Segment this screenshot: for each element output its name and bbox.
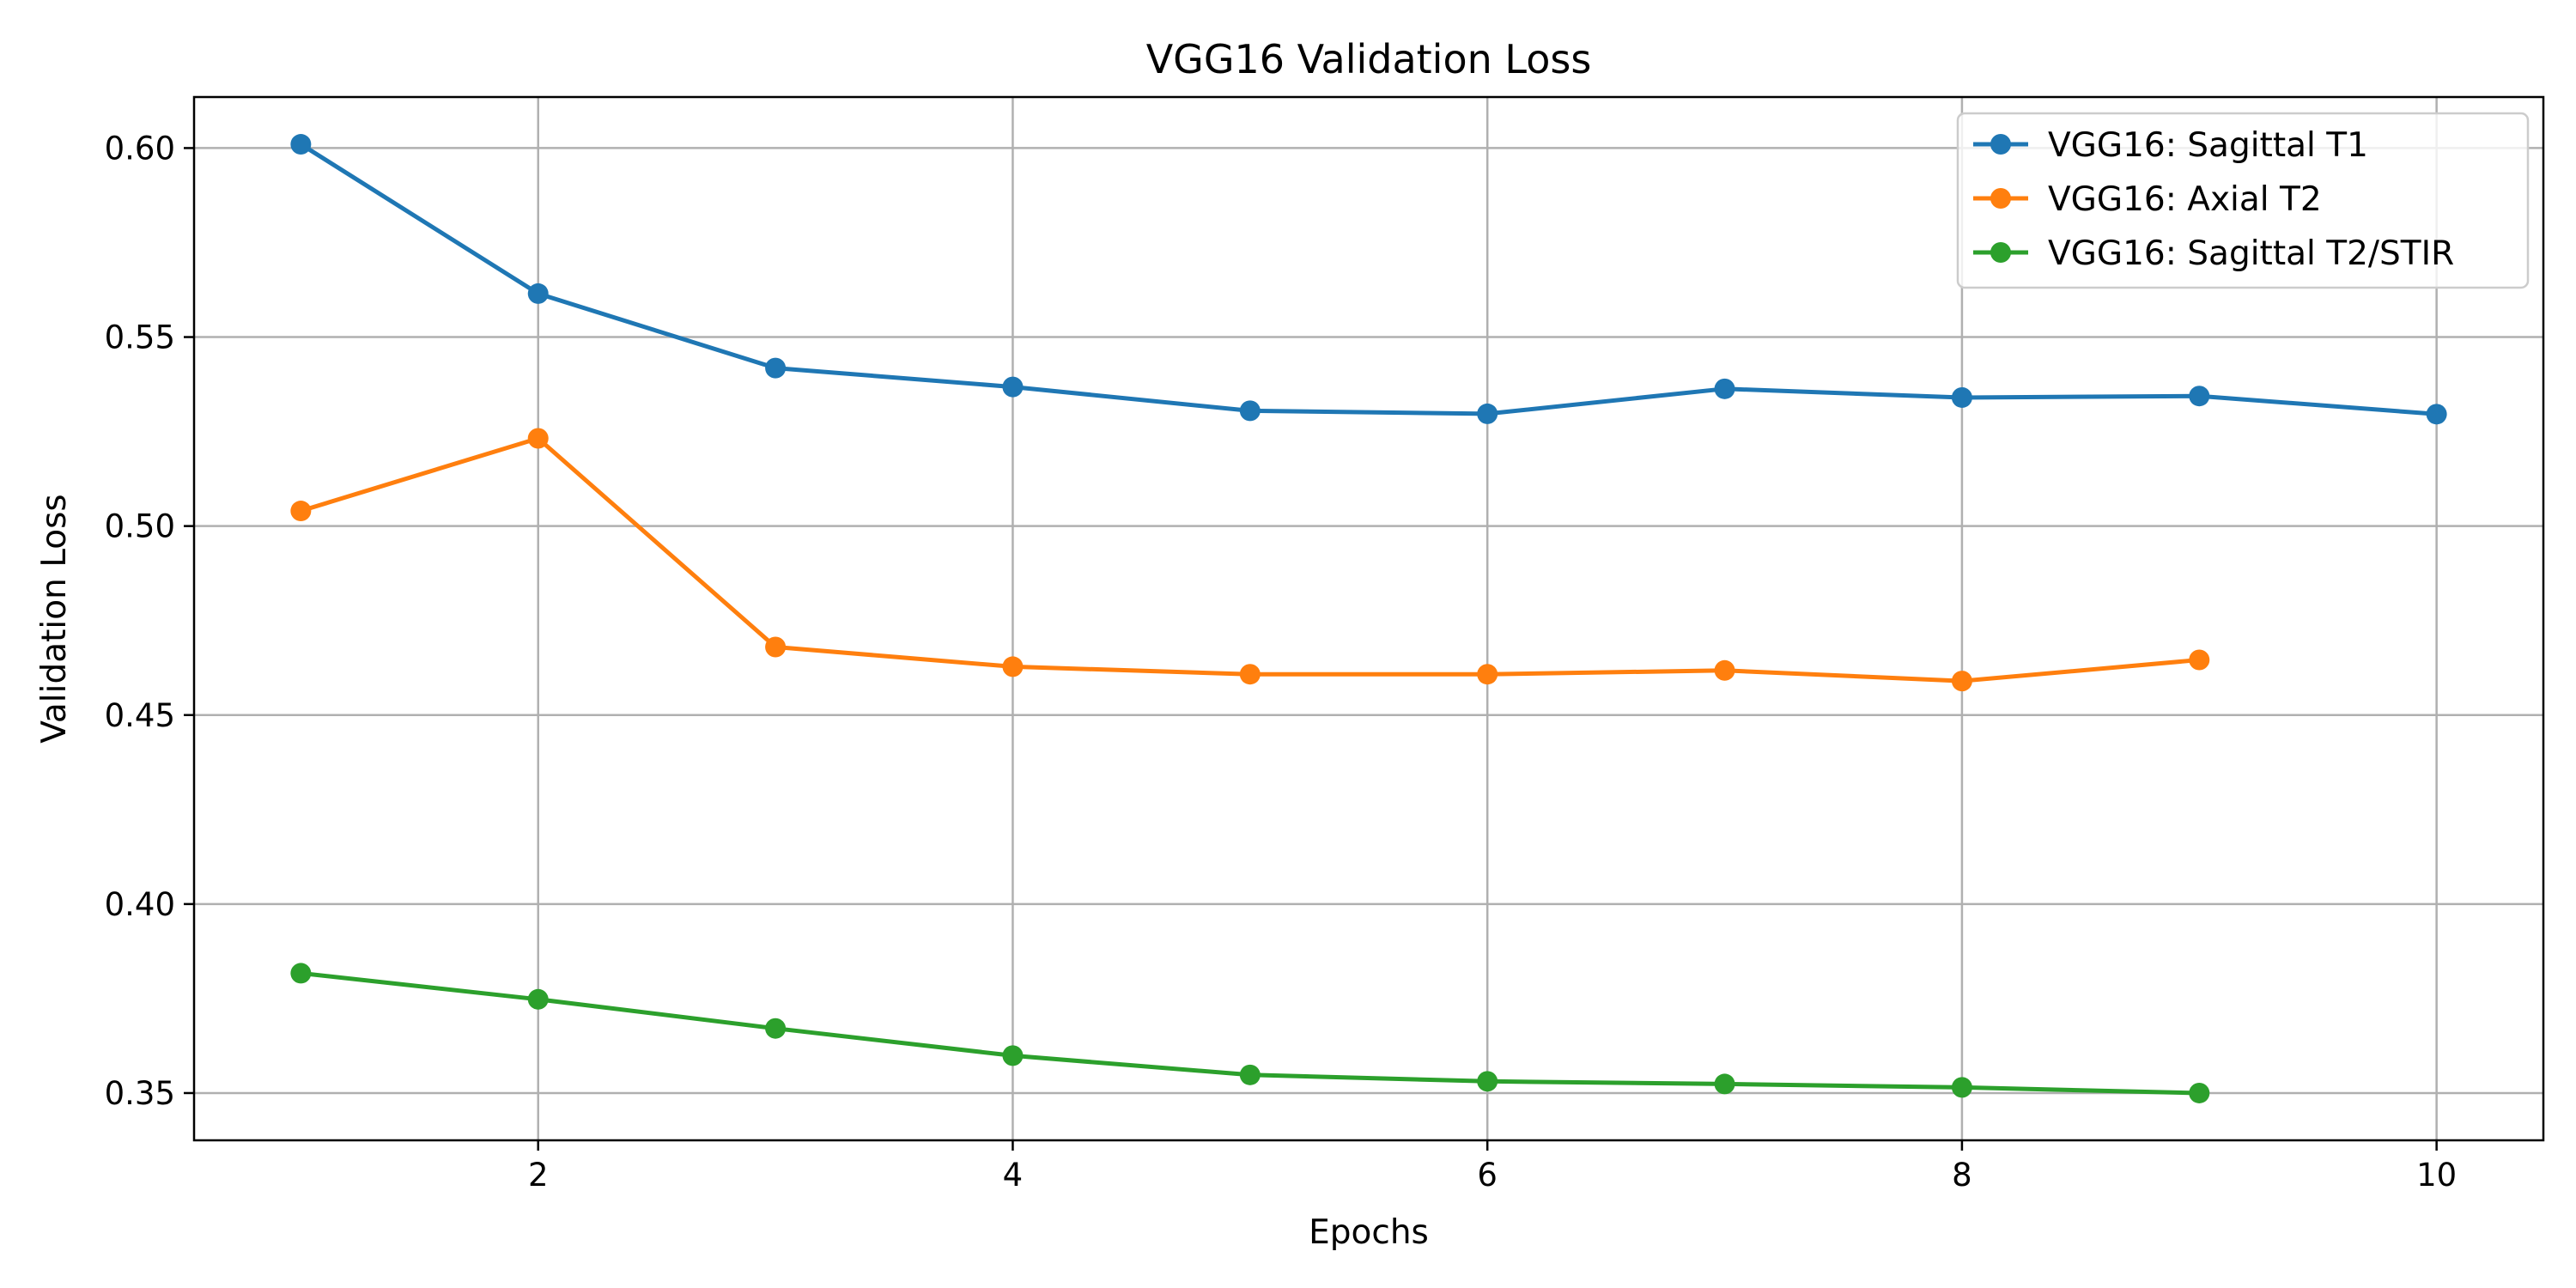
data-point: [1477, 664, 1498, 685]
legend-marker: [1990, 134, 2011, 155]
y-tick-label: 0.40: [105, 886, 175, 923]
chart-title: VGG16 Validation Loss: [1146, 36, 1592, 82]
data-point: [2426, 404, 2447, 425]
data-point: [1002, 1045, 1024, 1066]
series-line: [300, 142, 2437, 416]
legend-label: VGG16: Sagittal T1: [2048, 126, 2368, 165]
legend-item: VGG16: Axial T2: [1973, 180, 2322, 219]
data-point: [1477, 1071, 1498, 1092]
data-point: [1714, 1073, 1735, 1095]
data-point: [290, 963, 312, 984]
legend-label: VGG16: Sagittal T2/STIR: [2048, 234, 2454, 273]
data-point: [1951, 386, 1972, 408]
plot-frame: [192, 95, 2545, 1142]
x-tick-label: 10: [2416, 1157, 2457, 1194]
series-line: [300, 436, 2200, 683]
data-point: [765, 357, 787, 379]
data-point: [1239, 664, 1261, 685]
data-point: [527, 283, 549, 304]
x-axis-label: Epochs: [1309, 1213, 1429, 1252]
legend-label: VGG16: Axial T2: [2048, 180, 2322, 219]
data-point: [1477, 403, 1498, 424]
y-tick-label: 0.50: [105, 508, 175, 545]
data-point: [527, 428, 549, 449]
data-point: [1714, 378, 1735, 399]
y-tick-label: 0.60: [105, 130, 175, 167]
data-point: [290, 501, 312, 522]
axis-ticks: 2 4 6 8 10 0.35 0.40 0.45 0.50 0.55 0.60: [105, 130, 2458, 1194]
x-tick-label: 6: [1477, 1157, 1498, 1194]
data-point: [765, 636, 787, 658]
series-1: [290, 428, 2210, 692]
series-2: [290, 963, 2210, 1103]
data-point: [1951, 1077, 1972, 1098]
legend-marker: [1990, 188, 2011, 209]
y-axis-label: Validation Loss: [35, 494, 74, 744]
x-tick-label: 8: [1952, 1157, 1972, 1194]
data-point: [290, 134, 312, 155]
series-0: [290, 134, 2447, 425]
y-tick-label: 0.55: [105, 319, 175, 356]
data-point: [2189, 386, 2210, 407]
data-point: [2189, 649, 2210, 671]
legend: VGG16: Sagittal T1 VGG16: Axial T2 VGG16: …: [1956, 112, 2530, 289]
grid: [194, 97, 2543, 1140]
y-tick-label: 0.45: [105, 697, 175, 734]
data-point: [765, 1018, 787, 1039]
data-point: [1951, 671, 1972, 692]
x-tick-label: 2: [528, 1157, 549, 1194]
data-point: [1002, 376, 1024, 398]
data-point: [2189, 1082, 2210, 1103]
data-point: [1239, 1064, 1261, 1085]
y-tick-label: 0.35: [105, 1075, 175, 1112]
series-layer: [290, 134, 2447, 1103]
legend-item: VGG16: Sagittal T1: [1973, 126, 2368, 165]
legend-marker: [1990, 242, 2011, 263]
legend-item: VGG16: Sagittal T2/STIR: [1973, 234, 2454, 273]
data-point: [1239, 400, 1261, 422]
x-tick-label: 4: [1003, 1157, 1024, 1194]
legend-box: [1956, 112, 2530, 289]
data-point: [1714, 659, 1735, 681]
data-point: [527, 988, 549, 1010]
data-point: [1002, 656, 1024, 677]
